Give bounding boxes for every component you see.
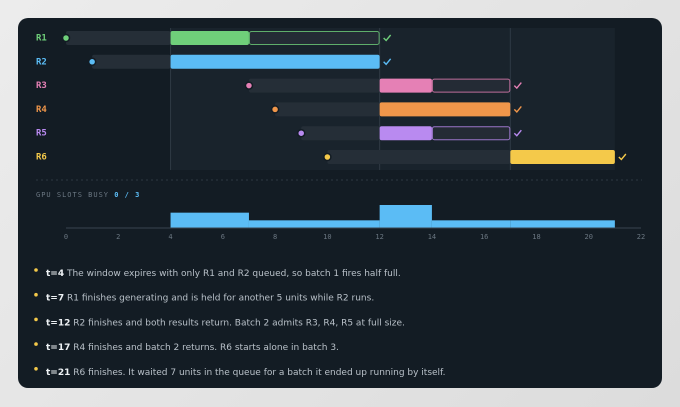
held-bar: [431, 78, 511, 93]
usage-bar: [431, 220, 511, 228]
note-time: t=17: [46, 343, 70, 353]
x-tick-label: 2: [116, 233, 120, 241]
x-tick-label: 22: [637, 233, 645, 241]
note-text: The window expires with only R1 and R2 q…: [66, 269, 401, 279]
bullet: [34, 292, 38, 297]
note: t=21 R6 finishes. It waited 7 units in t…: [46, 367, 445, 377]
queue-bar: [327, 150, 511, 164]
generate-bar: [379, 102, 511, 117]
usage-bar: [510, 220, 615, 228]
queue-bar: [92, 54, 171, 69]
generate-bar: [170, 31, 249, 45]
check-icon: [383, 58, 392, 66]
arrival-dot: [244, 81, 254, 90]
bullet: [34, 317, 38, 322]
x-tick-label: 16: [480, 233, 488, 241]
check-icon: [383, 34, 392, 42]
usage-label: GPU SLOTS BUSY 0 / 3: [36, 191, 140, 199]
check-icon: [618, 153, 627, 161]
bullet: [34, 367, 38, 371]
note: t=4 The window expires with only R1 and …: [46, 269, 401, 279]
arrival-dot: [323, 152, 332, 162]
generate-bar: [379, 78, 432, 93]
row-label: R4: [36, 105, 47, 115]
usage-bar: [170, 212, 249, 228]
note: t=17 R4 finishes and batch 2 returns. R6…: [46, 343, 339, 353]
note-time: t=21: [46, 367, 70, 377]
usage-text: 0: [114, 191, 119, 199]
note: t=7 R1 finishes generating and is held f…: [46, 293, 374, 303]
x-tick-label: 18: [532, 233, 540, 241]
note-text: R1 finishes generating and is held for a…: [67, 293, 374, 303]
note-time: t=4: [46, 269, 64, 279]
x-tick-label: 20: [585, 233, 593, 241]
note-text: R4 finishes and batch 2 returns. R6 star…: [73, 343, 339, 353]
note: t=12 R2 finishes and both results return…: [46, 318, 405, 328]
note-text: R2 finishes and both results return. Bat…: [73, 318, 405, 328]
usage-text: 3: [135, 191, 140, 199]
check-icon: [513, 129, 522, 137]
generate-bar: [170, 54, 380, 69]
queue-bar: [275, 102, 380, 117]
queue-bar: [66, 31, 171, 45]
held-bar: [431, 126, 511, 141]
usage-bar: [379, 205, 432, 228]
arrival-dot: [296, 128, 306, 138]
usage-bar: [248, 220, 380, 228]
check-icon: [513, 105, 522, 113]
bullet: [34, 268, 38, 272]
queue-bar: [248, 78, 380, 93]
x-tick-label: 0: [64, 233, 68, 241]
x-tick-label: 8: [273, 233, 277, 241]
row-label: R2: [36, 57, 47, 67]
row-label: R5: [36, 129, 47, 139]
generate-bar: [510, 150, 615, 164]
note-time: t=12: [46, 318, 70, 328]
check-icon: [513, 82, 522, 90]
x-tick-label: 10: [323, 233, 331, 241]
x-tick-label: 12: [375, 233, 383, 241]
row-label: R6: [36, 153, 47, 163]
arrival-dot: [270, 105, 280, 114]
note-text: R6 finishes. It waited 7 units in the qu…: [73, 367, 445, 377]
x-tick-label: 6: [221, 233, 225, 241]
generate-bar: [379, 126, 432, 141]
row-label: R1: [36, 34, 47, 44]
x-tick-label: 14: [428, 233, 436, 241]
x-tick-label: 4: [168, 233, 172, 241]
note-time: t=7: [46, 293, 64, 303]
row-label: R3: [36, 81, 47, 91]
arrival-dot: [87, 57, 97, 67]
arrival-dot: [61, 33, 71, 43]
usage-text: GPU SLOTS BUSY: [36, 191, 109, 199]
batch-window: [170, 28, 615, 170]
queue-bar: [301, 126, 380, 141]
usage-text: /: [125, 191, 130, 199]
held-bar: [248, 31, 380, 45]
bullet: [34, 342, 38, 346]
